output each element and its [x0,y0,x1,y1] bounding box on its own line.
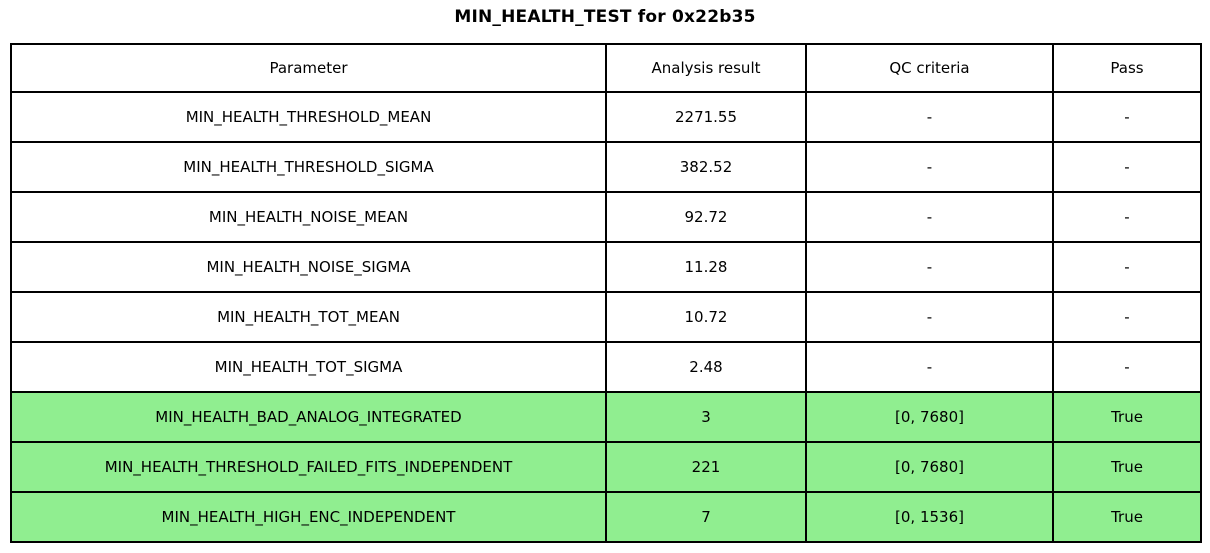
column-header-parameter: Parameter [10,43,607,93]
cell-pass: - [1052,191,1202,243]
table-row: MIN_HEALTH_BAD_ANALOG_INTEGRATED 3 [0, 7… [10,391,1202,443]
cell-analysis-result: 7 [605,491,807,543]
table-header-row: Parameter Analysis result QC criteria Pa… [10,43,1202,93]
cell-parameter: MIN_HEALTH_THRESHOLD_MEAN [10,91,607,143]
table-row: MIN_HEALTH_TOT_MEAN 10.72 - - [10,291,1202,343]
cell-qc-criteria: [0, 1536] [805,491,1054,543]
cell-pass: True [1052,491,1202,543]
cell-parameter: MIN_HEALTH_NOISE_SIGMA [10,241,607,293]
cell-analysis-result: 2271.55 [605,91,807,143]
cell-pass: True [1052,391,1202,443]
cell-pass: - [1052,141,1202,193]
table-body: MIN_HEALTH_THRESHOLD_MEAN 2271.55 - - MI… [10,91,1202,543]
cell-analysis-result: 2.48 [605,341,807,393]
cell-pass: - [1052,91,1202,143]
cell-analysis-result: 382.52 [605,141,807,193]
table-row: MIN_HEALTH_THRESHOLD_SIGMA 382.52 - - [10,141,1202,193]
cell-qc-criteria: - [805,141,1054,193]
cell-pass: - [1052,341,1202,393]
cell-qc-criteria: - [805,291,1054,343]
table-row: MIN_HEALTH_TOT_SIGMA 2.48 - - [10,341,1202,393]
page-title: MIN_HEALTH_TEST for 0x22b35 [454,7,756,27]
cell-parameter: MIN_HEALTH_NOISE_MEAN [10,191,607,243]
column-header-pass: Pass [1052,43,1202,93]
cell-analysis-result: 11.28 [605,241,807,293]
cell-analysis-result: 3 [605,391,807,443]
cell-pass: - [1052,291,1202,343]
cell-analysis-result: 92.72 [605,191,807,243]
cell-analysis-result: 10.72 [605,291,807,343]
column-header-analysis-result: Analysis result [605,43,807,93]
cell-parameter: MIN_HEALTH_THRESHOLD_FAILED_FITS_INDEPEN… [10,441,607,493]
cell-analysis-result: 221 [605,441,807,493]
table-row: MIN_HEALTH_NOISE_SIGMA 11.28 - - [10,241,1202,293]
qc-results-table: Parameter Analysis result QC criteria Pa… [10,43,1202,543]
cell-qc-criteria: - [805,191,1054,243]
column-header-qc-criteria: QC criteria [805,43,1054,93]
cell-qc-criteria: - [805,241,1054,293]
cell-parameter: MIN_HEALTH_HIGH_ENC_INDEPENDENT [10,491,607,543]
cell-pass: True [1052,441,1202,493]
table-row: MIN_HEALTH_NOISE_MEAN 92.72 - - [10,191,1202,243]
cell-pass: - [1052,241,1202,293]
cell-qc-criteria: - [805,341,1054,393]
table-row: MIN_HEALTH_THRESHOLD_FAILED_FITS_INDEPEN… [10,441,1202,493]
cell-parameter: MIN_HEALTH_THRESHOLD_SIGMA [10,141,607,193]
cell-parameter: MIN_HEALTH_TOT_SIGMA [10,341,607,393]
table-row: MIN_HEALTH_THRESHOLD_MEAN 2271.55 - - [10,91,1202,143]
cell-qc-criteria: [0, 7680] [805,391,1054,443]
cell-parameter: MIN_HEALTH_TOT_MEAN [10,291,607,343]
cell-parameter: MIN_HEALTH_BAD_ANALOG_INTEGRATED [10,391,607,443]
cell-qc-criteria: - [805,91,1054,143]
table-row: MIN_HEALTH_HIGH_ENC_INDEPENDENT 7 [0, 15… [10,491,1202,543]
cell-qc-criteria: [0, 7680] [805,441,1054,493]
